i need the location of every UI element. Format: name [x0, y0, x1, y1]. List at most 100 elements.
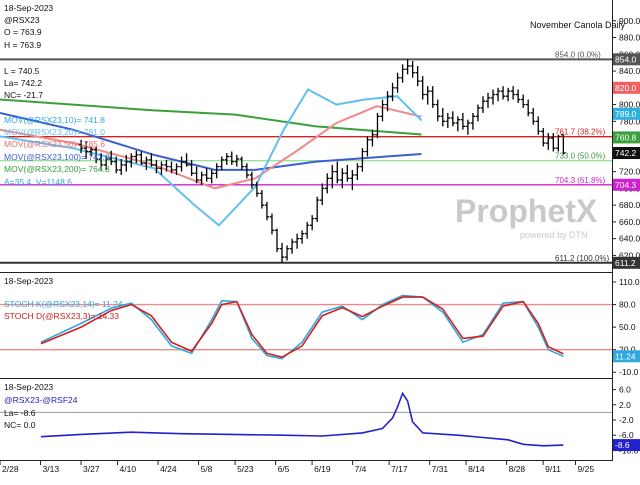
- ohlc-bar: [531, 107, 536, 125]
- ohlc-bar: [309, 215, 315, 231]
- stochastic-panel: -10.0 20.0 50.0 80.0 110.0 11.24: [0, 277, 640, 377]
- ohlc-bar: [375, 112, 380, 139]
- level-price-tag-bg: [613, 256, 640, 269]
- level-price-tag-bg: [613, 53, 640, 66]
- ohlc-bar: [264, 201, 270, 221]
- price-panel: 854.0 (0.0%) 761.7 (38.2%) 733.0 (50.0%) 70…: [0, 16, 640, 269]
- x-tick-label: 6/5: [278, 464, 290, 474]
- ohlc-bar: [259, 190, 265, 209]
- ohlc-bar: [224, 153, 229, 165]
- ohlc-bar: [480, 96, 486, 113]
- ohlc-bar: [279, 242, 285, 263]
- x-tick-label: 2/28: [2, 464, 19, 474]
- ohlc-bar: [470, 112, 476, 130]
- ohlc-bar: [103, 156, 109, 170]
- spread-panel: -10.0-6.0-2.02.06.0-8.6: [0, 385, 640, 455]
- ohlc-bar: [164, 159, 169, 172]
- ohlc-bar: [405, 59, 410, 75]
- ohlc-bar: [350, 169, 355, 191]
- current-price-tag: 760.8: [615, 132, 637, 142]
- ohlc-bar: [515, 89, 521, 103]
- ohlc-bar: [325, 173, 330, 194]
- fib-level-label: 854.0 (0.0%): [555, 50, 601, 59]
- stoch-value-tag-bg: [613, 350, 640, 363]
- price-y-tick-label: 880.0: [619, 33, 640, 43]
- spread-y-tick-label: -2.0: [619, 415, 634, 425]
- ohlc-bar: [274, 228, 280, 253]
- level-price-tag: 854.0: [615, 54, 637, 64]
- ohlc-bar: [425, 86, 430, 105]
- spread-y-tick-label: 2.0: [619, 400, 631, 410]
- current-price-tag-bg: [613, 81, 640, 94]
- ohlc-bar: [169, 161, 174, 174]
- ohlc-bar: [460, 112, 466, 130]
- ohlc-low: L = 740.5: [4, 66, 40, 76]
- ohlc-bar: [244, 163, 250, 179]
- ohlc-bar: [204, 168, 209, 182]
- ohlc-bar: [510, 86, 516, 100]
- ohlc-bar: [284, 245, 290, 261]
- ohlc-bar: [330, 164, 335, 189]
- ohlc-bar: [93, 146, 99, 164]
- level-price-tag: 704.3: [615, 180, 637, 190]
- ohlc-bar: [254, 181, 260, 197]
- spread-line: [40, 391, 564, 447]
- current-price-tag: 742.2: [615, 148, 637, 158]
- ohlc-bar: [465, 119, 471, 135]
- current-price-tag: 789.0: [615, 109, 637, 119]
- volume-label: A=35.4, V=1148.6: [4, 177, 72, 187]
- ohlc-bar: [149, 153, 154, 167]
- ohlc-bar: [380, 99, 385, 122]
- spread-last-label: La= -8.6: [4, 408, 36, 418]
- stoch-y-tick-label: 50.0: [619, 322, 636, 332]
- ma-20-label: MOV(@RSX23,20)= 781.0: [4, 127, 105, 137]
- ohlc-bar: [314, 196, 320, 222]
- spread-value-tag-bg: [613, 439, 640, 452]
- ohlc-bar: [400, 64, 405, 83]
- ohlc-bar: [536, 116, 541, 135]
- level-price-tag-bg: [613, 178, 640, 191]
- fib-level-label: 704.3 (61.8%): [555, 176, 606, 185]
- current-price-tag: 820.0: [615, 83, 637, 93]
- ohlc-bar: [495, 87, 501, 102]
- ohlc-bar: [179, 156, 184, 172]
- ohlc-bar: [98, 153, 104, 170]
- watermark-tagline: powered by DTN: [520, 230, 588, 240]
- ohlc-bar: [249, 171, 255, 189]
- ohlc-net-change: NC= -21.7: [4, 90, 43, 100]
- ohlc-bar: [355, 163, 360, 180]
- price-y-tick-label: 800.0: [619, 100, 640, 110]
- current-price-tag-bg: [613, 131, 640, 144]
- price-y-tick-label: 620.0: [619, 250, 640, 260]
- ohlc-bar: [174, 163, 179, 175]
- ohlc-bar: [500, 86, 506, 100]
- ohlc-last: La= 742.2: [4, 78, 42, 88]
- spread-y-tick-label: -6.0: [619, 430, 634, 440]
- x-tick-label: 8/28: [509, 464, 526, 474]
- fib-level-label: 611.2 (100.0%): [555, 254, 609, 263]
- ohlc-bar: [219, 156, 224, 170]
- x-tick-label: 7/17: [391, 464, 408, 474]
- x-tick-label: 5/23: [237, 464, 254, 474]
- ohlc-bar: [395, 72, 400, 93]
- current-price-tag-bg: [613, 147, 640, 160]
- ohlc-bar: [360, 148, 365, 172]
- ohlc-bar: [370, 129, 375, 147]
- ohlc-bar: [88, 146, 94, 157]
- stoch-value-tag: 11.24: [615, 351, 636, 361]
- moving-average-line: [0, 112, 422, 171]
- ohlc-bar: [445, 112, 451, 129]
- price-date-label: 18-Sep-2023: [4, 3, 53, 13]
- moving-average-line: [0, 88, 423, 227]
- price-y-tick-label: 660.0: [619, 217, 640, 227]
- ohlc-bar: [109, 150, 114, 165]
- ohlc-bar: [390, 82, 395, 102]
- ohlc-high: H = 763.9: [4, 40, 41, 50]
- stoch-y-tick-label: 110.0: [619, 277, 640, 287]
- ohlc-bar: [551, 133, 556, 152]
- ohlc-bar: [159, 161, 164, 175]
- x-tick-label: 9/25: [578, 464, 595, 474]
- ohlc-bar: [124, 154, 129, 172]
